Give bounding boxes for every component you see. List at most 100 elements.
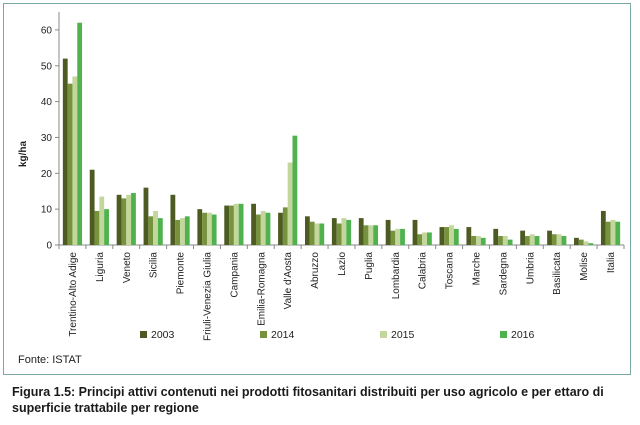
bar-2016 bbox=[588, 243, 594, 245]
bar-2014 bbox=[229, 205, 234, 245]
bar-2015 bbox=[529, 234, 535, 245]
legend-swatch-2016 bbox=[500, 331, 507, 338]
category-label: Friuli-Venezia Giulia bbox=[202, 252, 213, 341]
bar-2016 bbox=[238, 203, 244, 245]
bar-2015 bbox=[314, 223, 320, 245]
bar-2014 bbox=[498, 236, 503, 245]
bar-2003 bbox=[412, 219, 418, 245]
bar-2016 bbox=[77, 22, 83, 245]
bar-2014 bbox=[94, 210, 100, 245]
y-tick-label: 50 bbox=[41, 61, 53, 72]
legend-swatch-2003 bbox=[140, 331, 147, 338]
legend-swatch-2014 bbox=[260, 331, 267, 338]
bar-2015 bbox=[260, 210, 266, 245]
category-label: Toscana bbox=[445, 252, 456, 290]
bar-2016 bbox=[480, 237, 486, 245]
bar-2003 bbox=[493, 228, 499, 245]
category-label: Campania bbox=[229, 252, 240, 298]
y-tick-label: 60 bbox=[41, 25, 53, 36]
category-label: Sardegna bbox=[498, 252, 509, 296]
figure-caption: Figura 1.5: Principi attivi contenuti ne… bbox=[12, 385, 604, 415]
bar-2003 bbox=[89, 169, 95, 245]
bar-2003 bbox=[251, 203, 256, 245]
legend-label-2015: 2015 bbox=[391, 329, 415, 341]
bar-2014 bbox=[255, 214, 261, 245]
bar-2016 bbox=[373, 225, 379, 245]
bar-2014 bbox=[444, 227, 450, 245]
bar-2003 bbox=[304, 216, 310, 245]
category-label: Molise bbox=[579, 252, 590, 281]
bar-2014 bbox=[309, 221, 315, 245]
bar-2015 bbox=[233, 203, 239, 245]
bar-2015 bbox=[287, 162, 293, 245]
bar-2016 bbox=[615, 221, 621, 245]
bar-2003 bbox=[358, 218, 364, 245]
bar-2003 bbox=[278, 212, 283, 245]
bar-2016 bbox=[319, 223, 325, 245]
bar-2003 bbox=[197, 209, 203, 245]
bar-2015 bbox=[476, 236, 481, 245]
bar-2003 bbox=[224, 205, 230, 245]
bar-2015 bbox=[341, 218, 347, 245]
bar-2003 bbox=[116, 194, 122, 245]
bar-2014 bbox=[67, 83, 73, 245]
bar-2003 bbox=[520, 230, 526, 245]
category-label: Basilicata bbox=[552, 252, 563, 295]
bar-2014 bbox=[336, 223, 342, 245]
legend-label-2016: 2016 bbox=[511, 329, 535, 341]
legend-swatch-2015 bbox=[380, 331, 387, 338]
bar-2015 bbox=[153, 210, 158, 245]
category-label: Sicilia bbox=[149, 252, 160, 279]
bar-2003 bbox=[170, 194, 176, 245]
category-label: Liguria bbox=[95, 252, 106, 282]
category-label: Lazio bbox=[337, 252, 348, 276]
category-label: Umbria bbox=[525, 252, 536, 285]
bar-2016 bbox=[346, 219, 352, 245]
bar-2003 bbox=[466, 227, 472, 245]
bar-2015 bbox=[583, 241, 589, 245]
bar-2014 bbox=[471, 236, 477, 245]
bar-2015 bbox=[395, 228, 401, 245]
bar-2016 bbox=[453, 228, 459, 245]
bar-2014 bbox=[202, 212, 207, 245]
bar-2016 bbox=[534, 236, 540, 245]
bar-2015 bbox=[180, 218, 185, 245]
category-label: Calabria bbox=[418, 252, 429, 290]
bar-2003 bbox=[547, 230, 552, 245]
category-label: Veneto bbox=[122, 252, 133, 284]
bar-2003 bbox=[439, 227, 445, 245]
bar-2015 bbox=[610, 219, 616, 245]
bar-2014 bbox=[282, 207, 288, 245]
bar-2016 bbox=[157, 218, 163, 245]
category-label: Marche bbox=[472, 252, 483, 286]
bar-2016 bbox=[104, 209, 109, 245]
bar-2015 bbox=[502, 236, 508, 245]
bar-2016 bbox=[292, 135, 298, 245]
y-tick-label: 40 bbox=[41, 97, 53, 108]
bar-2016 bbox=[131, 193, 136, 245]
bar-2014 bbox=[121, 198, 127, 245]
category-label: Italia bbox=[606, 252, 617, 274]
category-label: Lombardia bbox=[391, 252, 402, 300]
bar-2014 bbox=[417, 234, 423, 245]
bar-2015 bbox=[556, 234, 562, 245]
bar-chart: 0 10 20 30 40 50 60 kg/ha Trentino-Alto Adige Lig… bbox=[18, 12, 625, 341]
bar-2014 bbox=[605, 221, 611, 245]
bar-2016 bbox=[211, 214, 217, 245]
bar-2016 bbox=[507, 239, 513, 245]
bar-2016 bbox=[427, 232, 432, 245]
bar-2003 bbox=[574, 237, 579, 245]
bar-2016 bbox=[265, 212, 271, 245]
bar-2015 bbox=[449, 225, 454, 245]
bar-2014 bbox=[363, 225, 369, 245]
category-label: Trentino-Alto Adige bbox=[68, 252, 79, 337]
bar-2003 bbox=[62, 58, 68, 245]
bar-2015 bbox=[72, 76, 78, 246]
bar-2003 bbox=[143, 187, 149, 245]
y-tick-label: 30 bbox=[41, 133, 53, 144]
bar-2003 bbox=[331, 218, 337, 245]
bar-2003 bbox=[385, 219, 391, 245]
bar-2016 bbox=[561, 236, 567, 245]
source-note: Fonte: ISTAT bbox=[18, 354, 82, 366]
bar-2014 bbox=[148, 216, 154, 245]
